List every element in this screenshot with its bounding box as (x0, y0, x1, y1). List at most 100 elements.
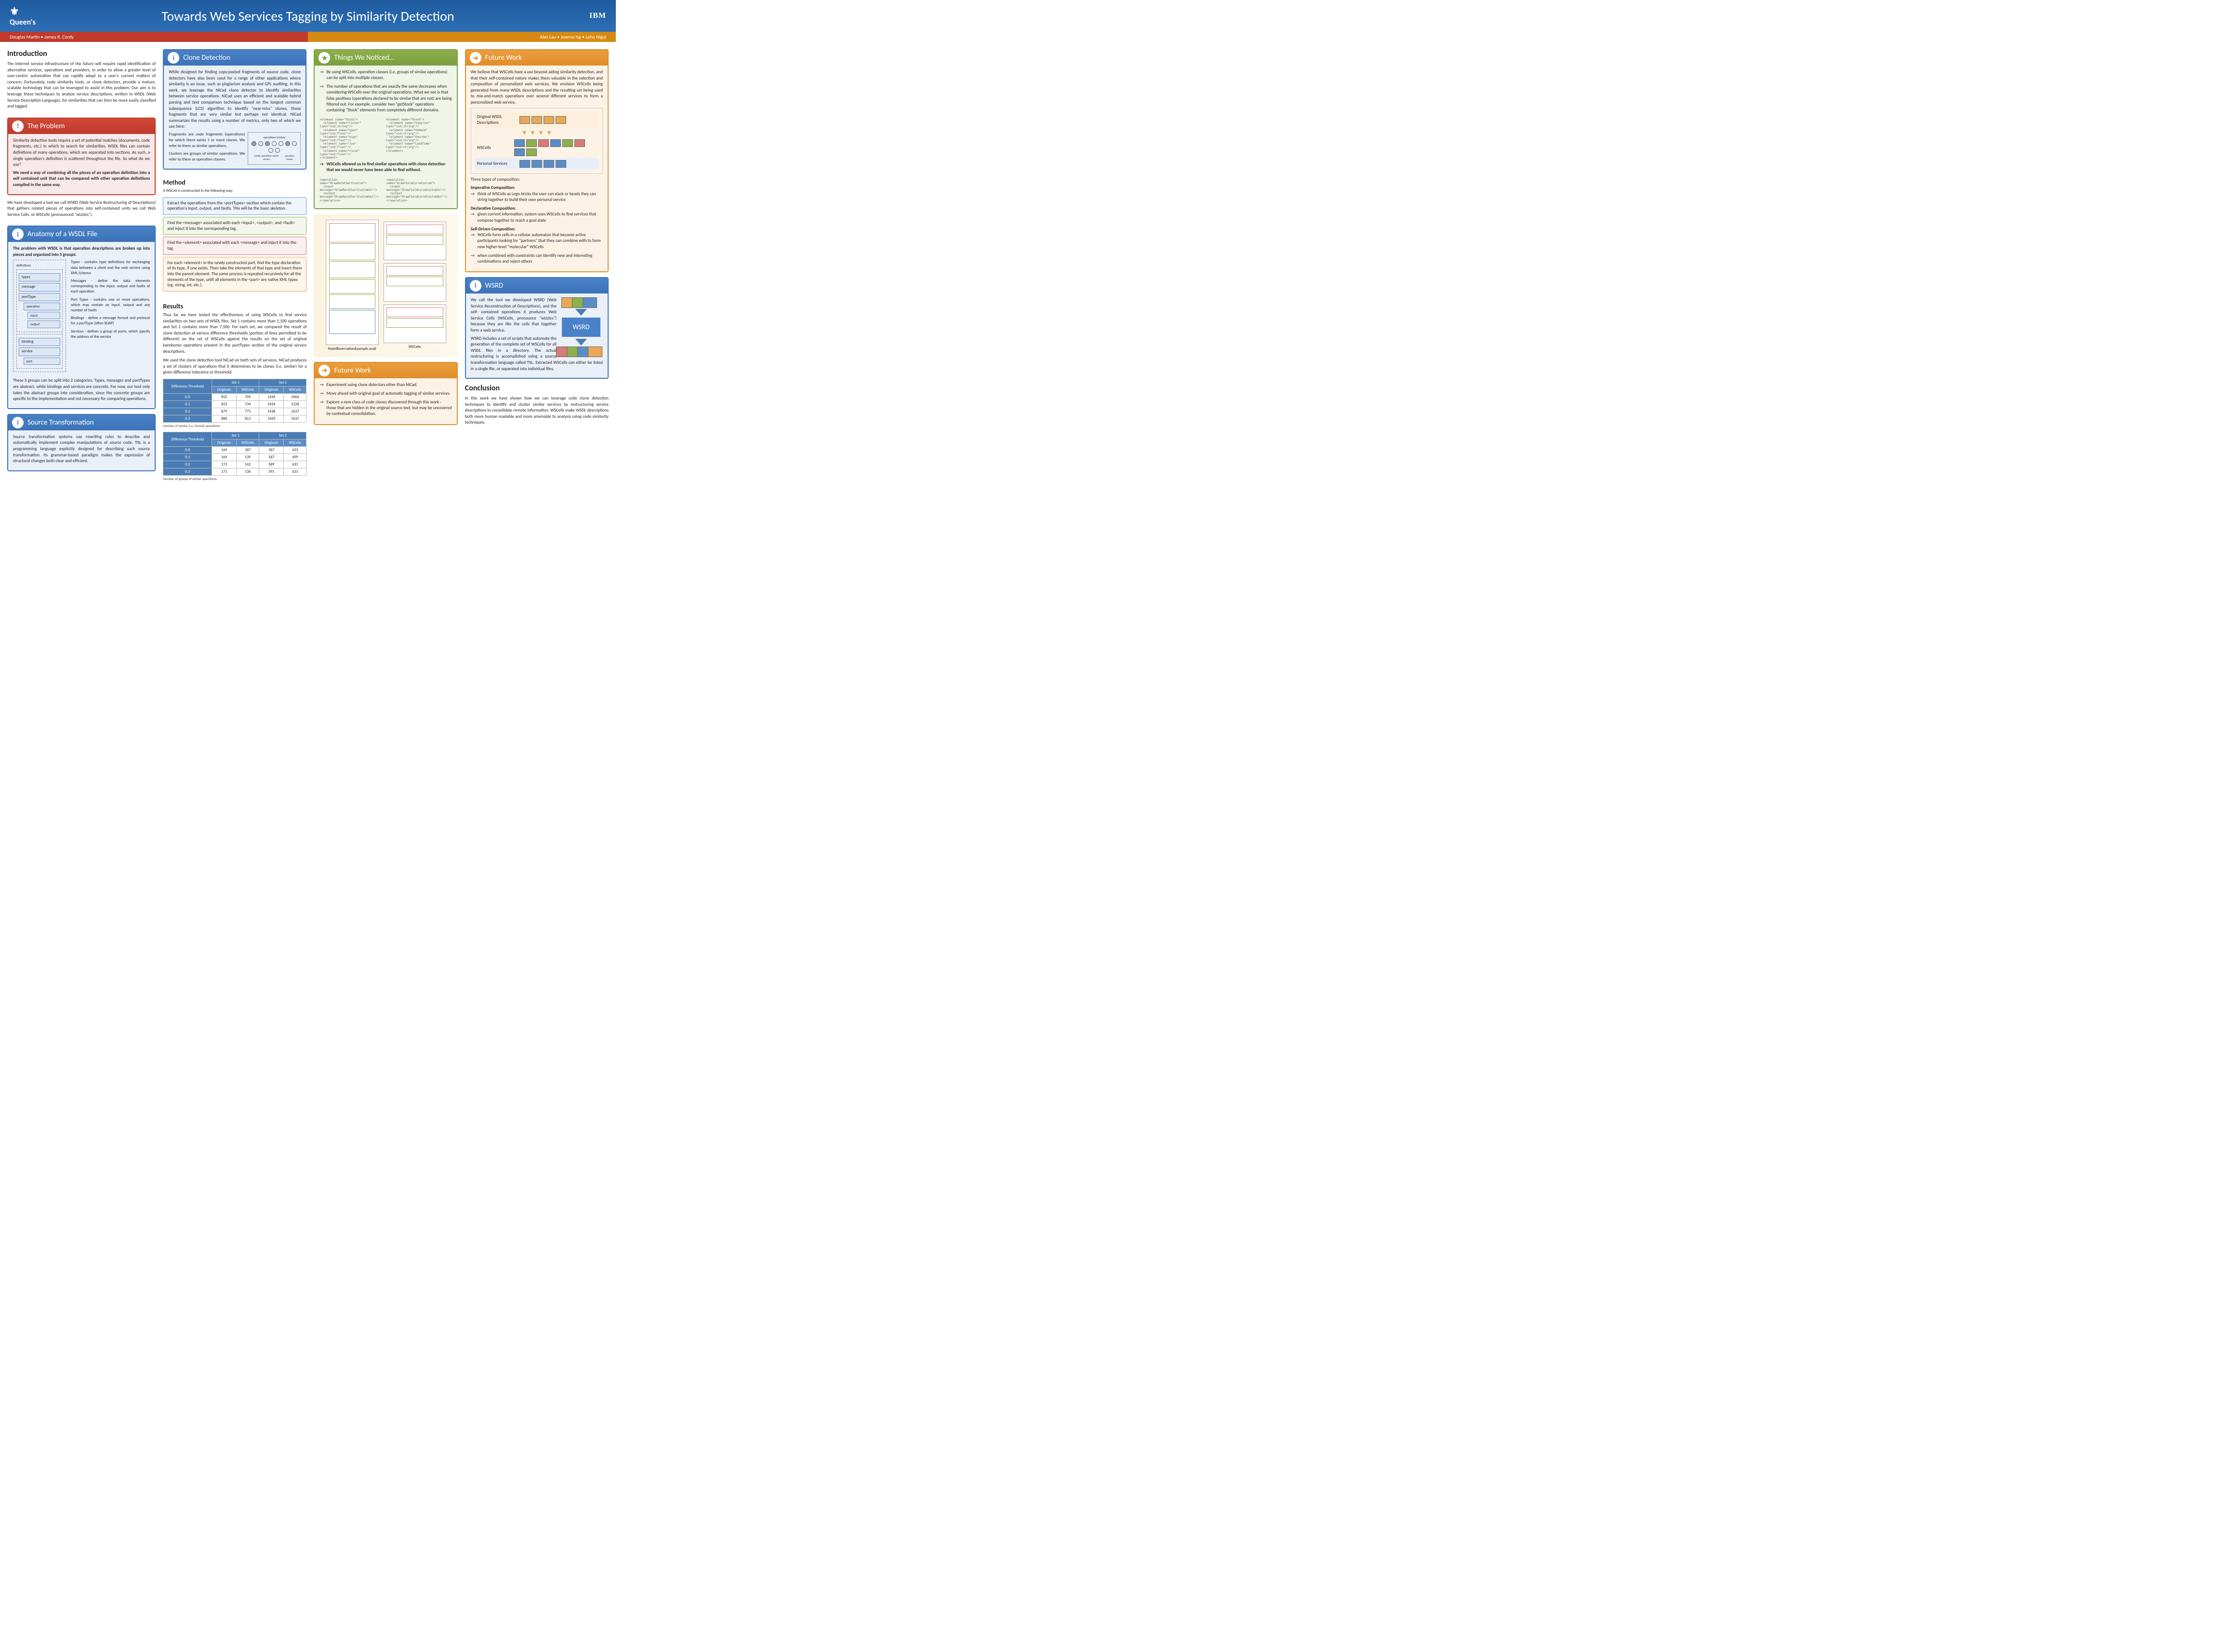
conclusion-heading: Conclusion (465, 384, 609, 393)
wsdl-port: port (24, 358, 60, 365)
vis-right-caption: WSCells (384, 345, 446, 349)
future1-f3: Explore a new class of code clones disco… (319, 400, 452, 417)
self-text1: WSCells form cells in a cellular automat… (471, 232, 603, 250)
wsdl-service: service (19, 347, 60, 356)
authors-right: Alex Lau • Joanna Ng • Leho Nigul (308, 32, 616, 42)
wsdl-diagram: definitions types message portType opera… (13, 260, 150, 374)
noticed-title: Things We Noticed… (334, 53, 394, 62)
code-op2: <operation name="DrawYieldCurveCustom"> … (386, 178, 452, 202)
clone-box: i Clone Detection While designed for fin… (163, 49, 306, 170)
wsdl-operation: operation (24, 303, 60, 310)
code-op1: <operation name="DrawRateChartCustom"> <… (319, 178, 384, 202)
method-intro: A WSCell is constructed in the following… (163, 188, 306, 194)
problem-p1: Similarity detection tools require a set… (13, 138, 150, 168)
wsrd-intro-text: We have developed a tool we call WSRD (W… (7, 200, 156, 218)
th-orig: Originals (259, 386, 284, 394)
source-trans-title: Source Transformation (27, 418, 94, 427)
info-icon: i (470, 280, 481, 292)
vis-left-caption: HotelReservationExample.wsdl (326, 346, 379, 351)
th-orig: Originals (212, 386, 237, 394)
poster-header: ⚜ Queen's Towards Web Services Tagging b… (0, 0, 616, 32)
th-ws: WSCells (237, 440, 259, 447)
anatomy-title: Anatomy of a WSDL File (27, 230, 97, 239)
table-row: 0.388481314691637 (163, 415, 306, 423)
th-set2: Set 2 (259, 432, 306, 440)
info-icon: i (12, 228, 24, 240)
info-icon: i (168, 52, 179, 64)
method-step2: Find the <message> associated with each … (163, 217, 306, 235)
noticed-n3: WSCells allowed us to find similar opera… (319, 161, 452, 173)
wsrd-diagram: WSRD (559, 297, 603, 357)
fd-orig-label: Original WSDL Descriptions (477, 114, 516, 126)
future1-title: Future Work (334, 366, 371, 375)
info-icon: i (12, 417, 24, 428)
problem-box: ! The Problem Similarity detection tools… (7, 118, 156, 195)
vis-right-panels (384, 222, 446, 343)
results-p1: Thus far we have tested the effectivenes… (163, 312, 306, 355)
table-row: 0.287977514381637 (163, 408, 306, 415)
porttypes-desc: Port Types - contains one or more operat… (71, 297, 150, 314)
poster-title: Towards Web Services Tagging by Similari… (48, 8, 568, 25)
method-step1: Extract the operations from the <portTyp… (163, 197, 306, 215)
types-desc: Types - contains type definitions for ex… (71, 260, 150, 276)
th-diff: Difference Threshold (163, 432, 212, 447)
table-row: 0.3171136591631 (163, 468, 306, 476)
th-ws: WSCells (284, 386, 306, 394)
authors-bar: Douglas Martin • James R. Cordy Alex Lau… (0, 32, 616, 42)
results-heading: Results (163, 302, 306, 310)
future1-f2: Move ahead with original goal of automat… (319, 391, 452, 397)
source-trans-text: Source transformation systems use rewrit… (13, 434, 150, 465)
clone-p1: While designed for finding copy-pasted f… (169, 69, 301, 130)
table1-caption: Number of similar (i.e. cloned) operatio… (163, 424, 306, 428)
wsdl-binding: binding (19, 338, 60, 346)
table-row: 0.2172142589631 (163, 461, 306, 468)
th-set1: Set 1 (212, 432, 259, 440)
ibm-logo: IBM (568, 12, 606, 20)
fd-personal-label: Personal Services (477, 161, 516, 167)
problem-title: The Problem (27, 122, 65, 131)
arrow-icon: ➜ (319, 365, 330, 376)
future1-f1: Experiment using clone detectors other t… (319, 382, 452, 388)
intro-heading: Introduction (7, 49, 156, 58)
method-step4: For each <element> in the newly construc… (163, 257, 306, 292)
source-trans-box: i Source Transformation Source transform… (7, 414, 156, 471)
th-ws: WSCells (284, 440, 306, 447)
self-title: Self-Driven Composition: (471, 226, 516, 232)
wsdl-porttype: portType (19, 293, 60, 301)
self-text2: when combined with constraints can ident… (471, 253, 603, 265)
wsrd-box: i WSRD WSRD We call the t (465, 277, 609, 379)
bindings-desc: Bindings - define a message format and p… (71, 316, 150, 326)
conclusion: Conclusion In this work we have shown ho… (465, 384, 609, 429)
table-row: 0.1169139587499 (163, 454, 306, 461)
clone-title: Clone Detection (183, 53, 230, 62)
noticed-n2: The number of operations that are exactl… (319, 84, 452, 113)
th-set1: Set 1 (212, 379, 259, 386)
results-table1: Difference Threshold Set 1 Set 2 Origina… (163, 379, 306, 423)
imp-title: Imperative Composition: (471, 185, 515, 190)
method-step3: Find the <element> associated with each … (163, 237, 306, 254)
results-table2: Difference Threshold Set 1 Set 2 Origina… (163, 432, 306, 476)
future2-box: ➜ Future Work We believe that WSCells ha… (465, 49, 609, 272)
imp-text: think of WSCells as Lego bricks the user… (471, 191, 603, 203)
content: Introduction The internet service infras… (0, 42, 616, 492)
diag-sim-label: similar operations (white circles) (251, 155, 281, 161)
comp-intro: Three types of composition: (471, 177, 603, 183)
intro-text: The internet service infrastructure of t… (7, 61, 156, 110)
table-row: 0.0169187587433 (163, 447, 306, 454)
wsrd-label: WSRD (562, 318, 600, 337)
fd-wscells-label: WSCells (477, 145, 510, 151)
th-orig: Originals (212, 440, 237, 447)
star-icon: ★ (319, 52, 330, 64)
clone-diagram: operations (circles) similar operation (248, 132, 301, 165)
th-orig: Originals (259, 440, 284, 447)
dec-text: given current information, system uses W… (471, 212, 603, 223)
messages-desc: Messages - define the data elements corr… (71, 279, 150, 295)
code-stock2: <element name="Stock"> <element name="Su… (386, 118, 452, 160)
results-section: Results Thus far we have tested the effe… (163, 298, 306, 485)
future2-p1: We believe that WSCells have a use beyon… (471, 69, 603, 106)
diag-class-label: operation classes (281, 155, 297, 161)
anatomy-box: i Anatomy of a WSDL File The problem wit… (7, 226, 156, 409)
wsdl-types: types (19, 273, 60, 281)
exclaim-icon: ! (12, 120, 24, 132)
vis-left-panel (326, 220, 379, 345)
